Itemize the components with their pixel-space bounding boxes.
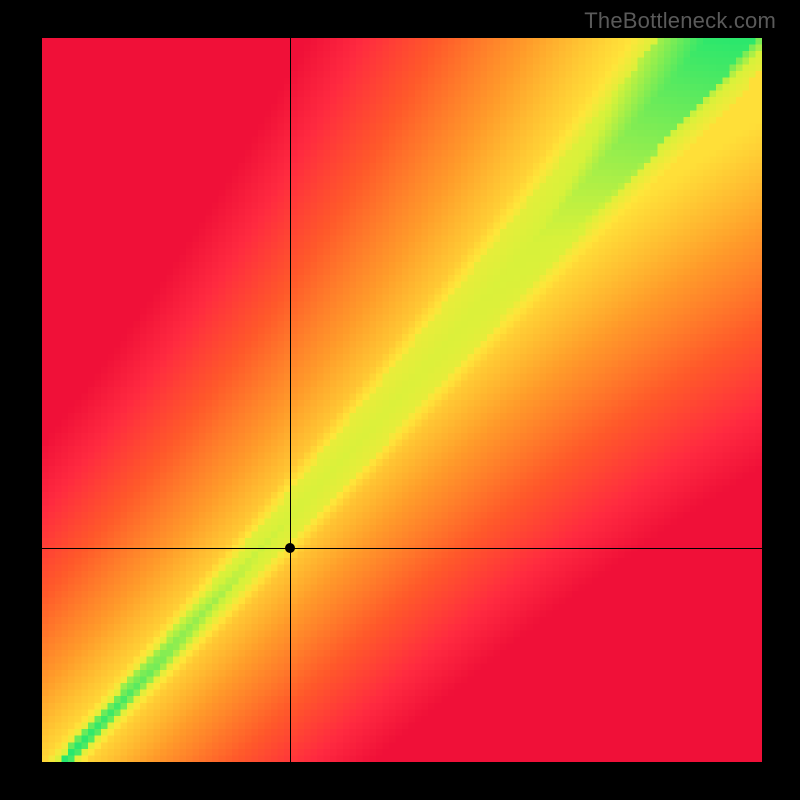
watermark-text: TheBottleneck.com	[584, 8, 776, 34]
crosshair-horizontal	[42, 548, 762, 549]
heatmap-canvas	[42, 38, 762, 762]
crosshair-marker	[285, 543, 295, 553]
crosshair-vertical	[290, 38, 291, 762]
chart-container: TheBottleneck.com	[0, 0, 800, 800]
